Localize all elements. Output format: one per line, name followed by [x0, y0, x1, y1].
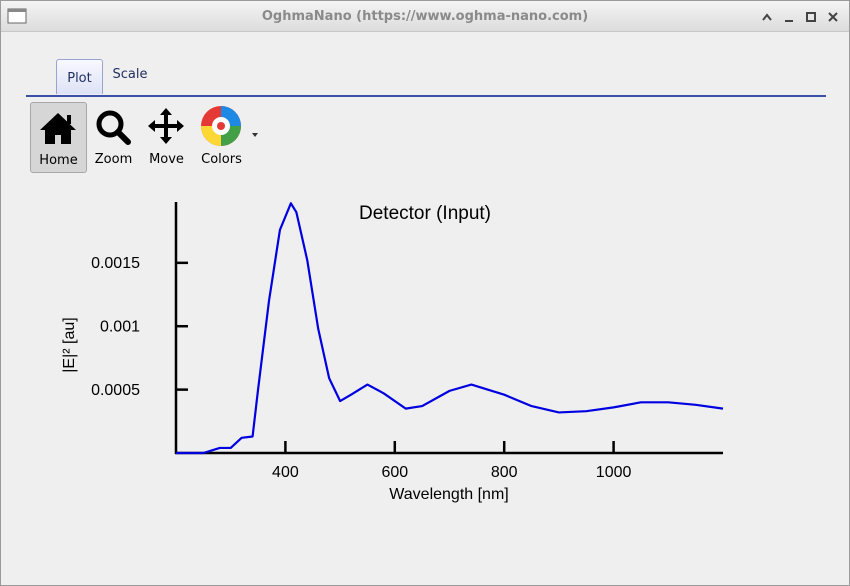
button-label: Zoom	[94, 152, 133, 167]
move-icon	[148, 108, 184, 144]
y-tick-label: 0.001	[100, 318, 140, 335]
window-controls[interactable]	[761, 9, 841, 25]
title-bar: OghmaNano (https://www.oghma-nano.com)	[1, 1, 849, 32]
move-button[interactable]: Move	[139, 102, 194, 171]
home-icon	[40, 113, 76, 144]
tab-scale[interactable]: Scale	[112, 67, 148, 82]
colors-button[interactable]: Colors	[194, 102, 258, 171]
y-axis-label: |E|² [au]	[61, 317, 78, 372]
chart-title: Detector (Input)	[359, 203, 491, 224]
x-tick-label: 400	[272, 464, 299, 481]
zoom-button[interactable]: Zoom	[86, 102, 141, 171]
home-button[interactable]: Home	[30, 102, 87, 173]
x-tick-label: 800	[491, 464, 518, 481]
button-label: Colors	[201, 152, 242, 167]
window-icon	[7, 8, 27, 24]
x-tick-label: 600	[381, 464, 408, 481]
tab-plot[interactable]: Plot	[56, 59, 103, 94]
button-label: Move	[149, 152, 184, 167]
y-tick-label: 0.0005	[91, 382, 140, 399]
zoom-icon	[96, 110, 131, 145]
tab-underline	[26, 95, 826, 97]
button-label: Home	[39, 153, 78, 168]
window-title: OghmaNano (https://www.oghma-nano.com)	[261, 9, 589, 24]
y-tick-label: 0.0015	[91, 255, 140, 272]
colors-icon	[201, 106, 258, 146]
data-line	[176, 202, 724, 455]
x-axis-label: Wavelength [nm]	[389, 486, 508, 503]
x-tick-label: 1000	[596, 464, 632, 481]
